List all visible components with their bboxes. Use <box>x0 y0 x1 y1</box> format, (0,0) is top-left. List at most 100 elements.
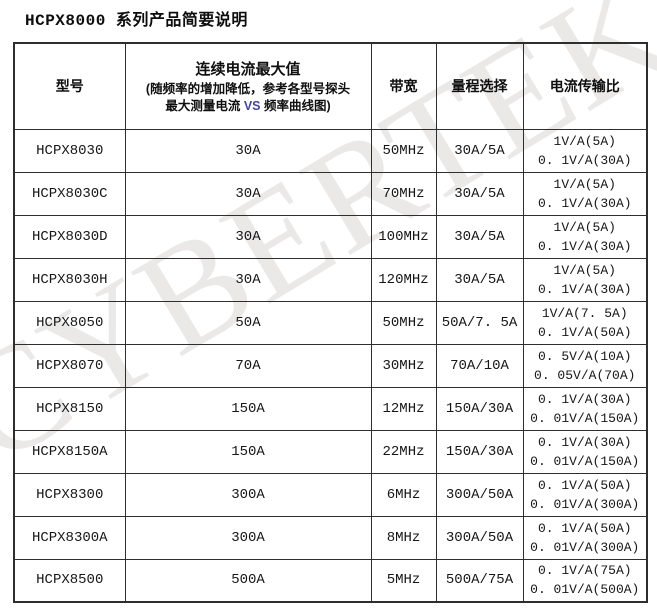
header-range: 量程选择 <box>435 42 524 130</box>
max-current-cell: 150A <box>124 386 372 431</box>
product-spec-table: 型号 连续电流最大值 (随频率的增加降低，参考各型号探头 最大测量电流 VS 频… <box>13 42 648 603</box>
ratio-line-2: 0. 01V/A(500A) <box>530 582 640 598</box>
table-row: HCPX8030D 30A 100MHz 30A/5A 1V/A(5A) 0. … <box>13 214 648 259</box>
ratio-line-2: 0. 1V/A(30A) <box>537 281 632 297</box>
model-cell: HCPX8150 <box>13 386 126 431</box>
table-row: HCPX8070 70A 30MHz 70A/10A 0. 5V/A(10A) … <box>13 343 648 388</box>
bandwidth-cell: 70MHz <box>370 171 437 216</box>
ratio-line-1: 0. 5V/A(10A) <box>537 348 632 364</box>
bandwidth-cell: 8MHz <box>370 515 437 560</box>
ratio-line-1: 1V/A(5A) <box>553 262 616 278</box>
table-header-row: 型号 连续电流最大值 (随频率的增加降低，参考各型号探头 最大测量电流 VS 频… <box>13 42 648 130</box>
max-current-cell: 300A <box>124 515 372 560</box>
max-current-cell: 30A <box>124 214 372 259</box>
range-cell: 150A/30A <box>435 429 524 474</box>
range-cell: 70A/10A <box>435 343 524 388</box>
table-row: HCPX8050 50A 50MHz 50A/7. 5A 1V/A(7. 5A)… <box>13 300 648 345</box>
table-row: HCPX8030 30A 50MHz 30A/5A 1V/A(5A) 0. 1V… <box>13 128 648 173</box>
ratio-line-1: 1V/A(5A) <box>553 176 616 192</box>
max-current-cell: 70A <box>124 343 372 388</box>
model-cell: HCPX8030C <box>13 171 126 216</box>
range-cell: 300A/50A <box>435 472 524 517</box>
bandwidth-cell: 12MHz <box>370 386 437 431</box>
bandwidth-cell: 120MHz <box>370 257 437 302</box>
model-cell: HCPX8500 <box>13 558 126 603</box>
max-current-cell: 150A <box>124 429 372 474</box>
ratio-cell: 0. 1V/A(50A) 0. 01V/A(300A) <box>522 515 648 560</box>
table-row: HCPX8150 150A 12MHz 150A/30A 0. 1V/A(30A… <box>13 386 648 431</box>
ratio-line-1: 1V/A(7. 5A) <box>541 305 628 321</box>
header-max-current: 连续电流最大值 (随频率的增加降低，参考各型号探头 最大测量电流 VS 频率曲线… <box>124 42 372 130</box>
max-current-cell: 500A <box>124 558 372 603</box>
ratio-line-2: 0. 01V/A(150A) <box>530 453 640 469</box>
note-line2-post: 频率曲线图) <box>260 98 331 113</box>
range-cell: 150A/30A <box>435 386 524 431</box>
bandwidth-cell: 50MHz <box>370 300 437 345</box>
model-cell: HCPX8050 <box>13 300 126 345</box>
ratio-line-1: 0. 1V/A(30A) <box>537 434 632 450</box>
ratio-cell: 0. 5V/A(10A) 0. 05V/A(70A) <box>522 343 648 388</box>
ratio-line-1: 1V/A(5A) <box>553 219 616 235</box>
range-cell: 300A/50A <box>435 515 524 560</box>
ratio-line-2: 0. 05V/A(70A) <box>534 367 636 383</box>
model-cell: HCPX8030 <box>13 128 126 173</box>
note-vs-accent: VS <box>243 98 261 113</box>
bandwidth-cell: 5MHz <box>370 558 437 603</box>
model-cell: HCPX8030H <box>13 257 126 302</box>
ratio-cell: 0. 1V/A(50A) 0. 01V/A(300A) <box>522 472 648 517</box>
ratio-line-2: 0. 01V/A(300A) <box>530 539 640 555</box>
ratio-cell: 0. 1V/A(30A) 0. 01V/A(150A) <box>522 429 648 474</box>
max-current-cell: 30A <box>124 128 372 173</box>
ratio-cell: 0. 1V/A(30A) 0. 01V/A(150A) <box>522 386 648 431</box>
bandwidth-cell: 6MHz <box>370 472 437 517</box>
ratio-line-1: 1V/A(5A) <box>553 133 616 149</box>
ratio-line-2: 0. 1V/A(30A) <box>537 238 632 254</box>
model-cell: HCPX8150A <box>13 429 126 474</box>
table-row: HCPX8150A 150A 22MHz 150A/30A 0. 1V/A(30… <box>13 429 648 474</box>
ratio-line-2: 0. 01V/A(300A) <box>530 496 640 512</box>
range-cell: 50A/7. 5A <box>435 300 524 345</box>
table-row: HCPX8030C 30A 70MHz 30A/5A 1V/A(5A) 0. 1… <box>13 171 648 216</box>
bandwidth-cell: 50MHz <box>370 128 437 173</box>
range-cell: 30A/5A <box>435 257 524 302</box>
ratio-line-2: 0. 1V/A(50A) <box>537 324 632 340</box>
bandwidth-cell: 30MHz <box>370 343 437 388</box>
ratio-line-1: 0. 1V/A(75A) <box>537 563 632 579</box>
header-model: 型号 <box>13 42 126 130</box>
header-max-current-note-line1: (随频率的增加降低，参考各型号探头 <box>145 81 351 96</box>
range-cell: 30A/5A <box>435 128 524 173</box>
table-row: HCPX8030H 30A 120MHz 30A/5A 1V/A(5A) 0. … <box>13 257 648 302</box>
header-bandwidth: 带宽 <box>370 42 437 130</box>
bandwidth-cell: 100MHz <box>370 214 437 259</box>
table-row: HCPX8500 500A 5MHz 500A/75A 0. 1V/A(75A)… <box>13 558 648 603</box>
ratio-cell: 0. 1V/A(75A) 0. 01V/A(500A) <box>522 558 648 603</box>
ratio-line-2: 0. 01V/A(150A) <box>530 410 640 426</box>
header-max-current-title: 连续电流最大值 <box>195 60 301 78</box>
ratio-line-1: 0. 1V/A(50A) <box>537 477 632 493</box>
page-title: HCPX8000 系列产品简要说明 <box>25 12 248 30</box>
table-row: HCPX8300 300A 6MHz 300A/50A 0. 1V/A(50A)… <box>13 472 648 517</box>
ratio-cell: 1V/A(5A) 0. 1V/A(30A) <box>522 128 648 173</box>
ratio-cell: 1V/A(5A) 0. 1V/A(30A) <box>522 257 648 302</box>
model-cell: HCPX8030D <box>13 214 126 259</box>
header-max-current-note-line2: 最大测量电流 VS 频率曲线图) <box>126 98 371 115</box>
note-line2-pre: 最大测量电流 <box>165 98 244 113</box>
model-cell: HCPX8070 <box>13 343 126 388</box>
ratio-line-2: 0. 1V/A(30A) <box>537 195 632 211</box>
table-row: HCPX8300A 300A 8MHz 300A/50A 0. 1V/A(50A… <box>13 515 648 560</box>
max-current-cell: 300A <box>124 472 372 517</box>
model-cell: HCPX8300A <box>13 515 126 560</box>
ratio-cell: 1V/A(5A) 0. 1V/A(30A) <box>522 171 648 216</box>
model-cell: HCPX8300 <box>13 472 126 517</box>
ratio-cell: 1V/A(7. 5A) 0. 1V/A(50A) <box>522 300 648 345</box>
max-current-cell: 30A <box>124 257 372 302</box>
max-current-cell: 30A <box>124 171 372 216</box>
max-current-cell: 50A <box>124 300 372 345</box>
header-ratio: 电流传输比 <box>522 42 648 130</box>
range-cell: 30A/5A <box>435 214 524 259</box>
ratio-line-1: 0. 1V/A(50A) <box>537 520 632 536</box>
ratio-line-1: 0. 1V/A(30A) <box>537 391 632 407</box>
ratio-line-2: 0. 1V/A(30A) <box>537 152 632 168</box>
range-cell: 30A/5A <box>435 171 524 216</box>
